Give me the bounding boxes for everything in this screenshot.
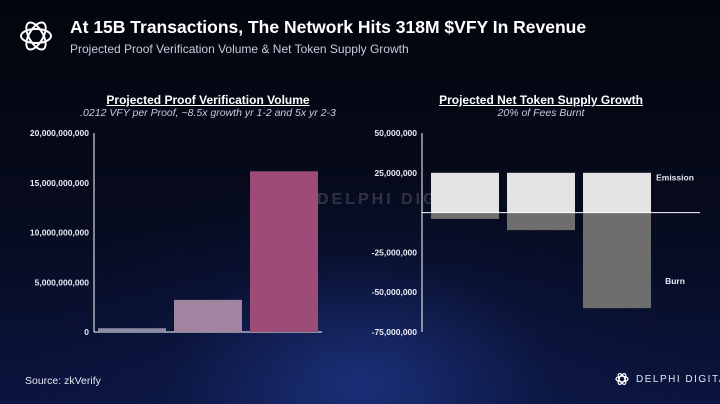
supply-bar-emission <box>431 172 499 213</box>
supply-bar-emission <box>583 172 651 213</box>
page-subtitle: Projected Proof Verification Volume & Ne… <box>70 42 409 56</box>
delphi-logo-icon <box>20 21 52 51</box>
supply-y-tick-label: -75,000,000 <box>372 327 418 337</box>
volume-y-tick-label: 20,000,000,000 <box>30 128 89 138</box>
supply-bar-emission <box>507 172 575 213</box>
volume-bar <box>250 171 318 332</box>
supply-y-tick-label: -25,000,000 <box>372 247 418 257</box>
supply-chart-title: Projected Net Token Supply Growth <box>439 93 643 107</box>
supply-y-tick-label: 25,000,000 <box>374 168 417 178</box>
volume-y-tick-label: 5,000,000,000 <box>35 277 90 287</box>
volume-chart: 0 5,000,000,000 10,000,000,000 15,000,000,0… <box>30 128 322 337</box>
volume-chart-title: Projected Proof Verification Volume <box>106 93 310 107</box>
volume-y-tick-label: 0 <box>84 327 89 337</box>
volume-bar <box>98 328 166 332</box>
supply-y-tick-label: -50,000,000 <box>372 287 418 297</box>
delphi-knot-icon <box>615 373 629 385</box>
volume-chart-subtitle: .0212 VFY per Proof, ~8.5x growth yr 1-2… <box>80 107 336 119</box>
supply-bar-burn <box>431 212 499 219</box>
supply-bar-burn <box>507 212 575 231</box>
supply-series-label: Burn <box>665 276 685 286</box>
supply-chart-subtitle: 20% of Fees Burnt <box>497 107 585 119</box>
supply-y-tick-label: 50,000,000 <box>374 128 417 138</box>
volume-bar <box>174 299 242 332</box>
footer-brand-text: DELPHI DIGITAL <box>636 373 720 385</box>
supply-chart: 50,000,000 25,000,000 -25,000,000 -50,000,0… <box>372 128 700 337</box>
footer-brand: DELPHI DIGITAL <box>614 370 720 388</box>
source-note: Source: zkVerify <box>25 375 101 387</box>
volume-y-tick-label: 15,000,000,000 <box>30 178 89 188</box>
volume-y-tick-label: 10,000,000,000 <box>30 228 89 238</box>
page-title: At 15B Transactions, The Network Hits 31… <box>70 17 587 37</box>
supply-bar-burn <box>583 212 651 309</box>
supply-series-label: Emission <box>656 173 694 183</box>
